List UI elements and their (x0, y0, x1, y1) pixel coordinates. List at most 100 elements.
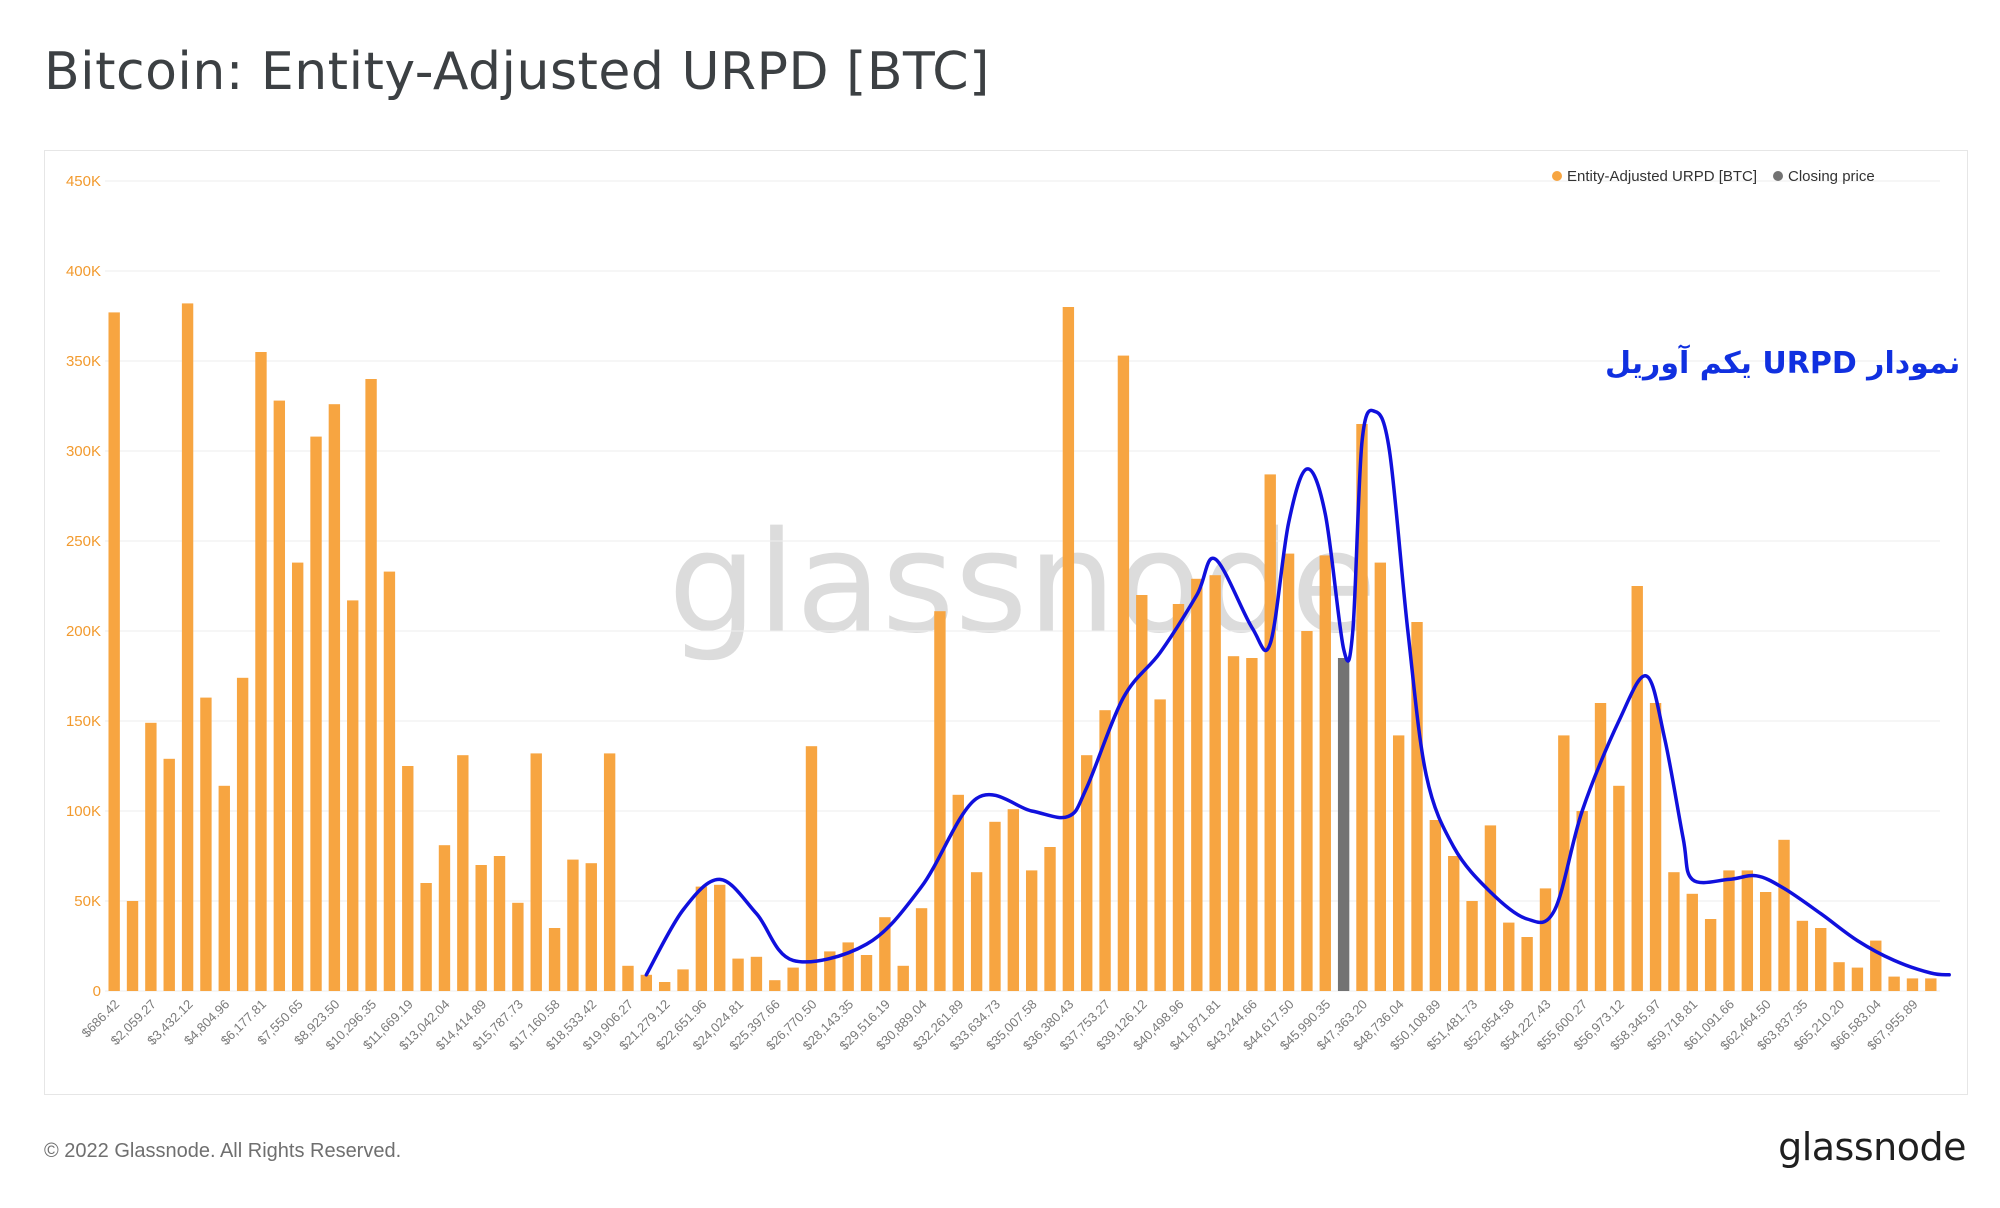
bar (824, 951, 836, 991)
bar (1301, 631, 1313, 991)
bar (1521, 937, 1533, 991)
bar (108, 312, 120, 991)
bar (1191, 578, 1203, 991)
y-tick-label: 300K (66, 443, 101, 460)
bar (1833, 962, 1845, 991)
legend-marker-urpd (1552, 171, 1562, 181)
bar (1576, 811, 1588, 991)
bar (328, 404, 341, 991)
bar (548, 928, 561, 991)
y-tick-label: 400K (66, 263, 101, 280)
bar (145, 722, 157, 991)
bar (163, 758, 175, 991)
bar (695, 886, 708, 991)
bar (879, 917, 891, 991)
bar (347, 600, 359, 991)
bar (200, 697, 212, 991)
bar (1429, 820, 1442, 991)
copyright-text: © 2022 Glassnode. All Rights Reserved. (44, 1140, 402, 1162)
bar (1154, 699, 1166, 991)
bar (1888, 976, 1900, 991)
bar (1117, 355, 1130, 992)
bar (1081, 755, 1093, 991)
bar (714, 884, 726, 991)
annotation-label: نمودار URPD یکم آوریل (1605, 344, 1960, 381)
bar (1741, 870, 1754, 991)
bar (438, 845, 451, 991)
bar (603, 753, 616, 991)
bar (915, 908, 928, 991)
bar (732, 958, 744, 991)
bar (585, 863, 597, 991)
bar (420, 883, 432, 991)
bar (1007, 809, 1020, 991)
bar (512, 902, 524, 991)
bar (1613, 785, 1625, 991)
bar (1209, 575, 1221, 991)
urpd-chart: glassnode050K100K150K200K250K300K350K400… (66, 168, 1960, 1053)
bar (291, 562, 304, 991)
bar (934, 611, 946, 991)
bar (1466, 901, 1478, 991)
y-tick-label: 450K (66, 173, 101, 190)
y-tick-label: 250K (66, 533, 101, 550)
bar (273, 400, 286, 992)
bar (1539, 888, 1552, 991)
bar (1062, 307, 1075, 991)
bar (1356, 424, 1368, 991)
bar (255, 352, 267, 991)
bar (365, 379, 377, 991)
legend-label-urpd: Entity-Adjusted URPD [BTC] (1567, 168, 1757, 185)
bar (860, 955, 873, 991)
bar (1870, 940, 1882, 991)
bar (1484, 825, 1497, 991)
legend-marker-closing (1773, 171, 1783, 181)
bar (640, 974, 653, 991)
bar (1246, 658, 1258, 991)
bar (1172, 604, 1185, 991)
bar (1099, 710, 1111, 991)
bar (383, 571, 396, 991)
bar (1668, 872, 1680, 991)
glassnode-logo: glassnode (1778, 1125, 1966, 1169)
bar (1759, 892, 1772, 991)
bar (310, 436, 322, 992)
bar (952, 794, 964, 991)
y-tick-label: 50K (74, 893, 101, 910)
closing-price-bar (1337, 658, 1350, 991)
bar (677, 969, 689, 991)
y-tick-label: 150K (66, 713, 101, 730)
bar (787, 967, 799, 991)
bar (805, 746, 818, 991)
bar (1686, 893, 1698, 991)
bar (236, 677, 249, 991)
bar (1558, 735, 1570, 991)
bar (970, 872, 983, 991)
bar (567, 859, 579, 991)
bar (622, 965, 634, 991)
page-title: Bitcoin: Entity-Adjusted URPD [BTC] (44, 42, 990, 102)
bar (1319, 555, 1331, 991)
bar (1227, 656, 1240, 991)
bar (1851, 967, 1864, 991)
bar (181, 303, 194, 991)
bar (126, 901, 139, 991)
y-tick-label: 100K (66, 803, 101, 820)
bar (218, 785, 230, 991)
bar (1503, 922, 1515, 991)
bar (1025, 870, 1038, 991)
bar (1392, 735, 1405, 991)
bar (1374, 562, 1387, 991)
bar (1906, 978, 1919, 991)
annotation-curve (644, 408, 1951, 977)
legend-label-closing: Closing price (1788, 168, 1875, 185)
bar (475, 865, 487, 991)
bar (989, 821, 1001, 991)
bar (1631, 586, 1643, 991)
bar (1264, 474, 1276, 991)
bar (493, 856, 506, 991)
bar (1796, 920, 1809, 991)
bar (1044, 847, 1056, 991)
bar (1704, 919, 1717, 991)
bar (769, 980, 781, 991)
